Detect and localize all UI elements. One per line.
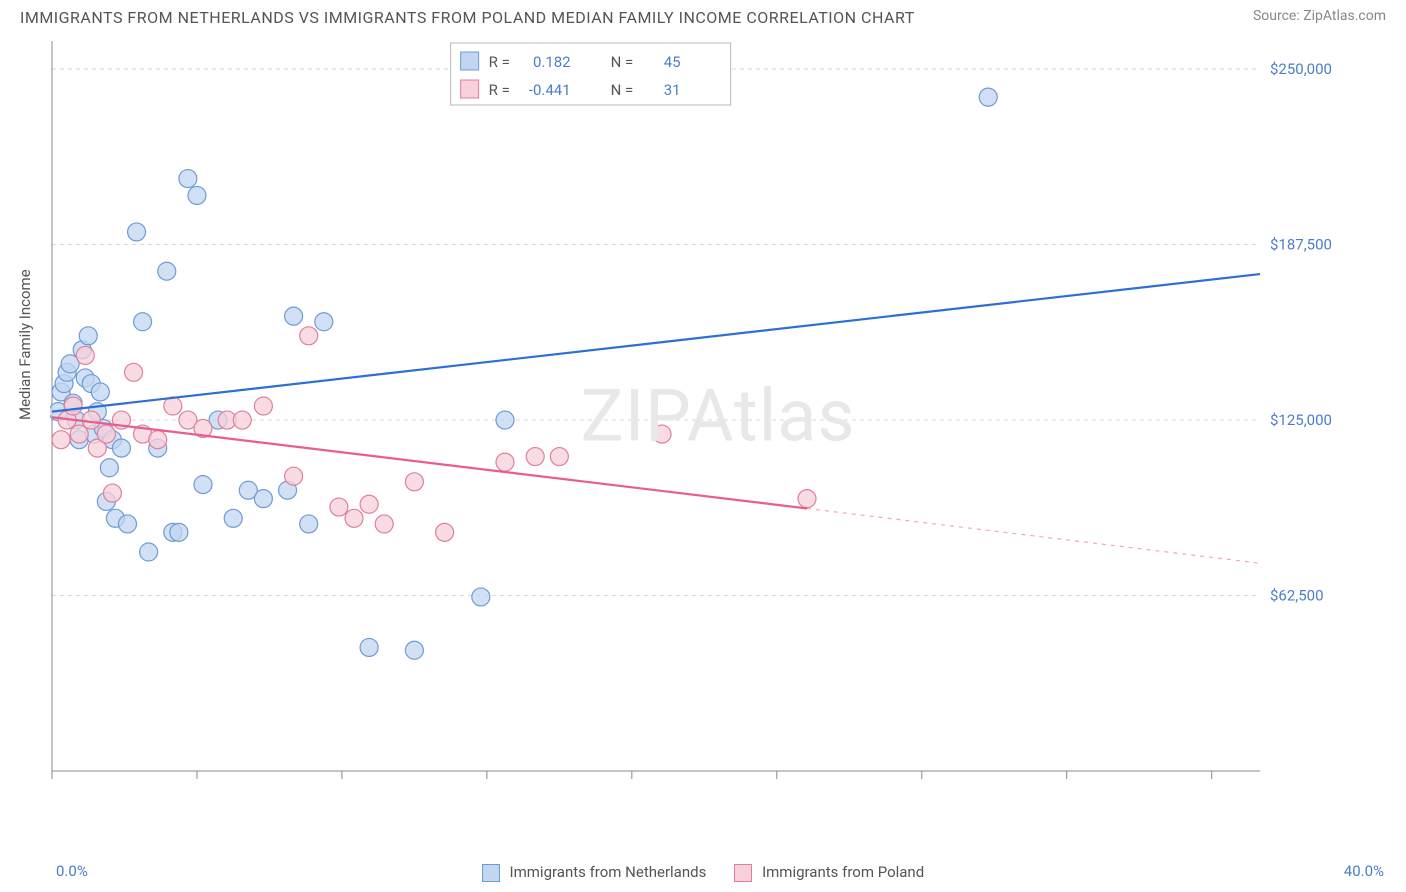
footer-legend: Immigrants from Netherlands Immigrants f… <box>0 863 1406 882</box>
svg-text:R =: R = <box>489 53 510 71</box>
chart-area: ZIPAtlas $62,500$125,000$187,500$250,000… <box>50 31 1386 801</box>
legend-swatch-netherlands <box>482 864 500 882</box>
scatter-chart: $62,500 $125,000 $187,500 $250,000 R = 0.182 N… <box>50 31 1350 801</box>
legend-netherlands: Immigrants from Netherlands <box>482 863 707 882</box>
legend-label-poland: Immigrants from Poland <box>762 863 924 881</box>
svg-text:$125,000: $125,000 <box>1270 411 1332 429</box>
svg-text:R =: R = <box>489 81 510 99</box>
svg-text:45: 45 <box>664 53 681 71</box>
svg-text:N =: N = <box>611 81 634 99</box>
legend-label-netherlands: Immigrants from Netherlands <box>510 863 707 881</box>
legend-swatch-poland <box>734 864 752 882</box>
y-axis-label: Median Family Income <box>16 269 34 420</box>
svg-text:$250,000: $250,000 <box>1270 60 1332 78</box>
svg-text:$62,500: $62,500 <box>1270 587 1324 605</box>
svg-text:-0.441: -0.441 <box>529 81 571 99</box>
svg-text:31: 31 <box>664 81 681 99</box>
svg-text:0.182: 0.182 <box>533 53 571 71</box>
svg-text:N =: N = <box>611 53 634 71</box>
source-label: Source: ZipAtlas.com <box>1253 8 1386 24</box>
svg-text:$187,500: $187,500 <box>1270 236 1332 254</box>
legend-poland: Immigrants from Poland <box>734 863 924 882</box>
chart-title: IMMIGRANTS FROM NETHERLANDS VS IMMIGRANT… <box>20 8 915 27</box>
